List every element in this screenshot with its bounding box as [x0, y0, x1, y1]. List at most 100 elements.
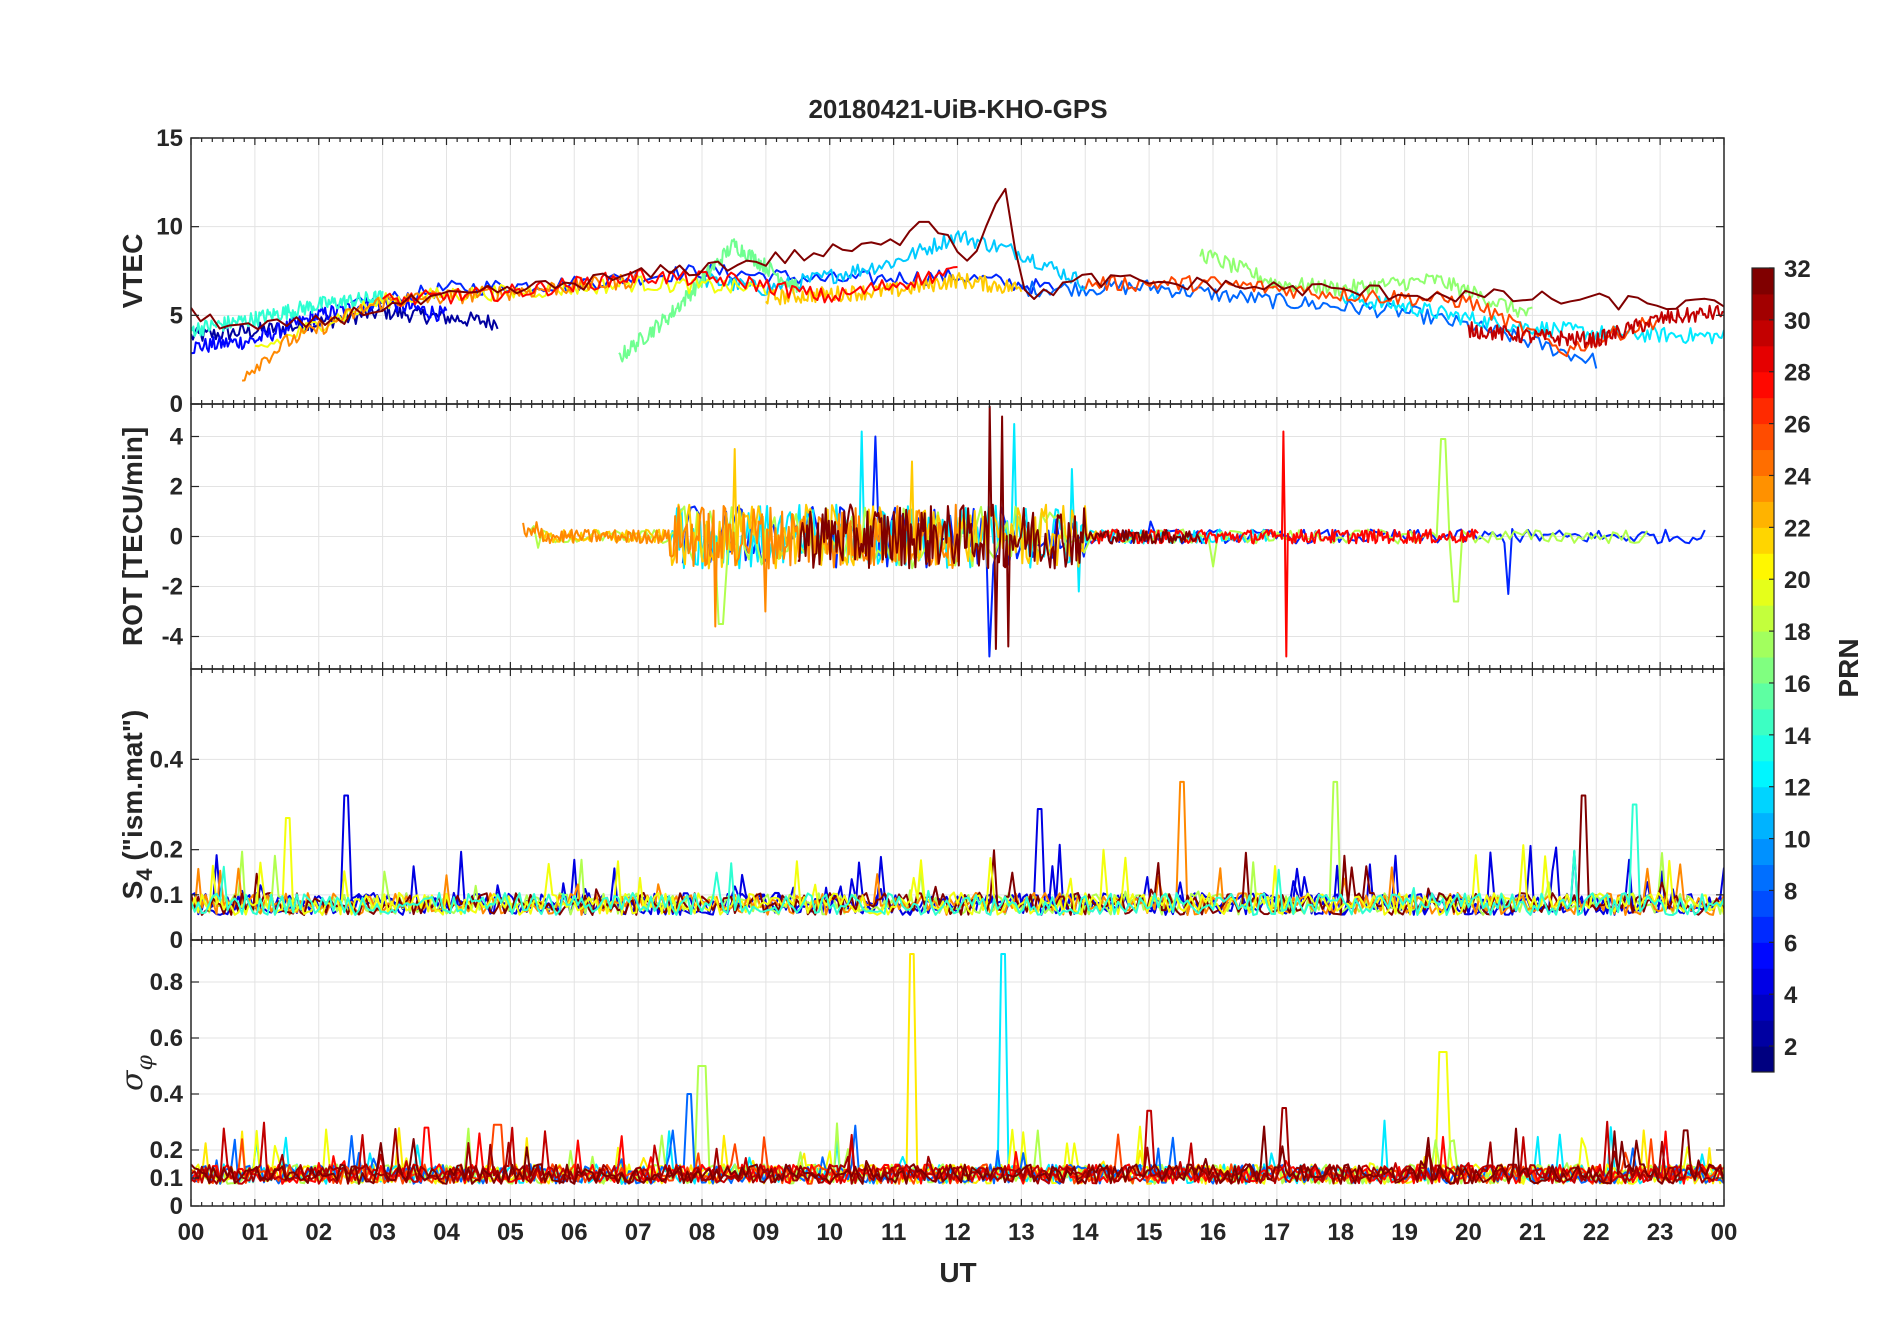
colorbar-tick-label: 14 [1784, 723, 1811, 750]
y-tick-label: 2 [170, 474, 183, 501]
colorbar-segment [1752, 1046, 1774, 1073]
y-tick-label: 0.2 [150, 837, 183, 864]
series-line-prn-22 [765, 272, 1023, 306]
x-tick-label: 07 [625, 1219, 652, 1246]
y-tick-label: 0 [170, 1193, 183, 1220]
y-tick-label: 0.1 [150, 882, 183, 909]
series-line-prn-18 [191, 780, 1724, 916]
x-tick-label: 14 [1072, 1219, 1099, 1246]
y-tick-label: 10 [156, 214, 183, 241]
series-line-prn-32 [797, 405, 1202, 650]
series-line-prn-32 [191, 1125, 1724, 1185]
colorbar-tick-label: 6 [1784, 930, 1797, 957]
colorbar-segment [1752, 682, 1774, 710]
x-tick-label: 15 [1136, 1219, 1163, 1246]
colorbar-segment [1752, 890, 1774, 917]
series-line-prn-30 [191, 1109, 1724, 1185]
series-line-prn-14 [191, 803, 1724, 916]
y-axis-label: VTEC [117, 234, 148, 309]
colorbar-segment [1752, 605, 1774, 632]
x-tick-label: 13 [1008, 1219, 1035, 1246]
colorbar-tick-label: 28 [1784, 360, 1811, 387]
x-tick-label: 10 [816, 1219, 843, 1246]
colorbar-segment [1752, 812, 1774, 840]
colorbar-segment [1752, 657, 1774, 684]
y-tick-label: -4 [162, 624, 184, 651]
colorbar-segment [1752, 942, 1774, 969]
colorbar-tick-label: 22 [1784, 515, 1811, 542]
series-line-prn-26 [1084, 274, 1661, 358]
colorbar-tick-label: 32 [1784, 256, 1811, 283]
x-tick-label: 02 [305, 1219, 332, 1246]
y-tick-label: 0.8 [150, 969, 183, 996]
x-tick-label: 05 [497, 1219, 524, 1246]
y-axis-label: σφ [115, 1054, 158, 1090]
rot-panel: -4 -2 0 2 4 ROT [TECU/min] [117, 403, 1725, 670]
x-tick-label: 19 [1391, 1219, 1418, 1246]
x-axis-label: UT [939, 1257, 976, 1288]
series-line-prn-16 [618, 238, 799, 363]
colorbar-segment [1752, 708, 1774, 736]
y-tick-label: 0.4 [150, 746, 184, 773]
series-line-prn-31 [191, 1107, 1724, 1185]
colorbar-segment [1752, 916, 1774, 943]
x-tick-label: 00 [178, 1219, 205, 1246]
colorbar-segment [1752, 501, 1774, 528]
x-tick-label: 09 [753, 1219, 780, 1246]
colorbar-tick-label: 4 [1784, 982, 1798, 1009]
colorbar-segment [1752, 449, 1774, 476]
y-tick-label: 5 [170, 302, 183, 329]
y-tick-label: 0.1 [150, 1165, 183, 1192]
x-tick-label: 23 [1647, 1219, 1674, 1246]
colorbar-segment [1752, 293, 1774, 321]
y-tick-label: 0.6 [150, 1025, 183, 1052]
colorbar-segment [1752, 527, 1774, 554]
series-line-prn-12 [1339, 290, 1724, 345]
series-line-prn-17 [1199, 248, 1533, 318]
x-tick-label: 08 [689, 1219, 716, 1246]
series-line-prn-14 [191, 290, 384, 338]
traces [191, 953, 1724, 1185]
x-tick-label: 16 [1200, 1219, 1227, 1246]
colorbar-segment [1752, 319, 1774, 347]
x-tick-label: 11 [881, 1219, 906, 1246]
colorbar-tick-label: 24 [1784, 463, 1811, 490]
colorbar-segment [1752, 968, 1774, 995]
colorbar-tick-label: 26 [1784, 412, 1811, 439]
colorbar-segment [1752, 994, 1774, 1021]
colorbar-tick-label: 10 [1784, 827, 1811, 854]
y-tick-label: 0 [170, 927, 183, 954]
traces [522, 405, 1706, 658]
colorbar-tick-label: 30 [1784, 308, 1811, 335]
colorbar-segment [1752, 553, 1774, 580]
colorbar-segment [1752, 734, 1774, 762]
series-line-prn-32 [191, 187, 1724, 331]
x-axis: 00 01 02 03 04 05 06 07 08 09 10 11 12 13 14 15 16 17 18 19… [178, 1219, 1738, 1246]
y-tick-label: -2 [162, 574, 183, 601]
series-line-prn-20 [191, 817, 1724, 916]
colorbar-tick-label: 2 [1784, 1034, 1797, 1061]
colorbar-segment [1752, 423, 1774, 451]
series-line-prn-28 [381, 266, 958, 308]
colorbar-segment [1752, 838, 1774, 866]
x-tick-label: 20 [1455, 1219, 1482, 1246]
x-tick-label: 00 [1711, 1219, 1738, 1246]
y-tick-label: 15 [156, 125, 183, 152]
colorbar-tick-label: 20 [1784, 567, 1811, 594]
colorbar-tick-label: 8 [1784, 878, 1797, 905]
vtec-panel: 0 5 10 15 VTEC [117, 125, 1725, 418]
sigma-phi-panel: 00.10.2 0.4 0.6 0.8 σφ [115, 939, 1725, 1220]
x-tick-label: 03 [369, 1219, 396, 1246]
colorbar-tick-label: 12 [1784, 775, 1811, 802]
y-tick-label: 0 [170, 524, 183, 551]
colorbar-segment [1752, 345, 1774, 373]
colorbar-segment [1752, 579, 1774, 606]
x-tick-label: 04 [433, 1219, 460, 1246]
series-line-prn-30 [1467, 304, 1724, 349]
colorbar-segment [1752, 864, 1774, 891]
x-tick-label: 18 [1327, 1219, 1354, 1246]
y-tick-label: 0.2 [150, 1137, 183, 1164]
y-tick-label: 0.4 [150, 1081, 184, 1108]
colorbar-tick-label: 16 [1784, 671, 1811, 698]
